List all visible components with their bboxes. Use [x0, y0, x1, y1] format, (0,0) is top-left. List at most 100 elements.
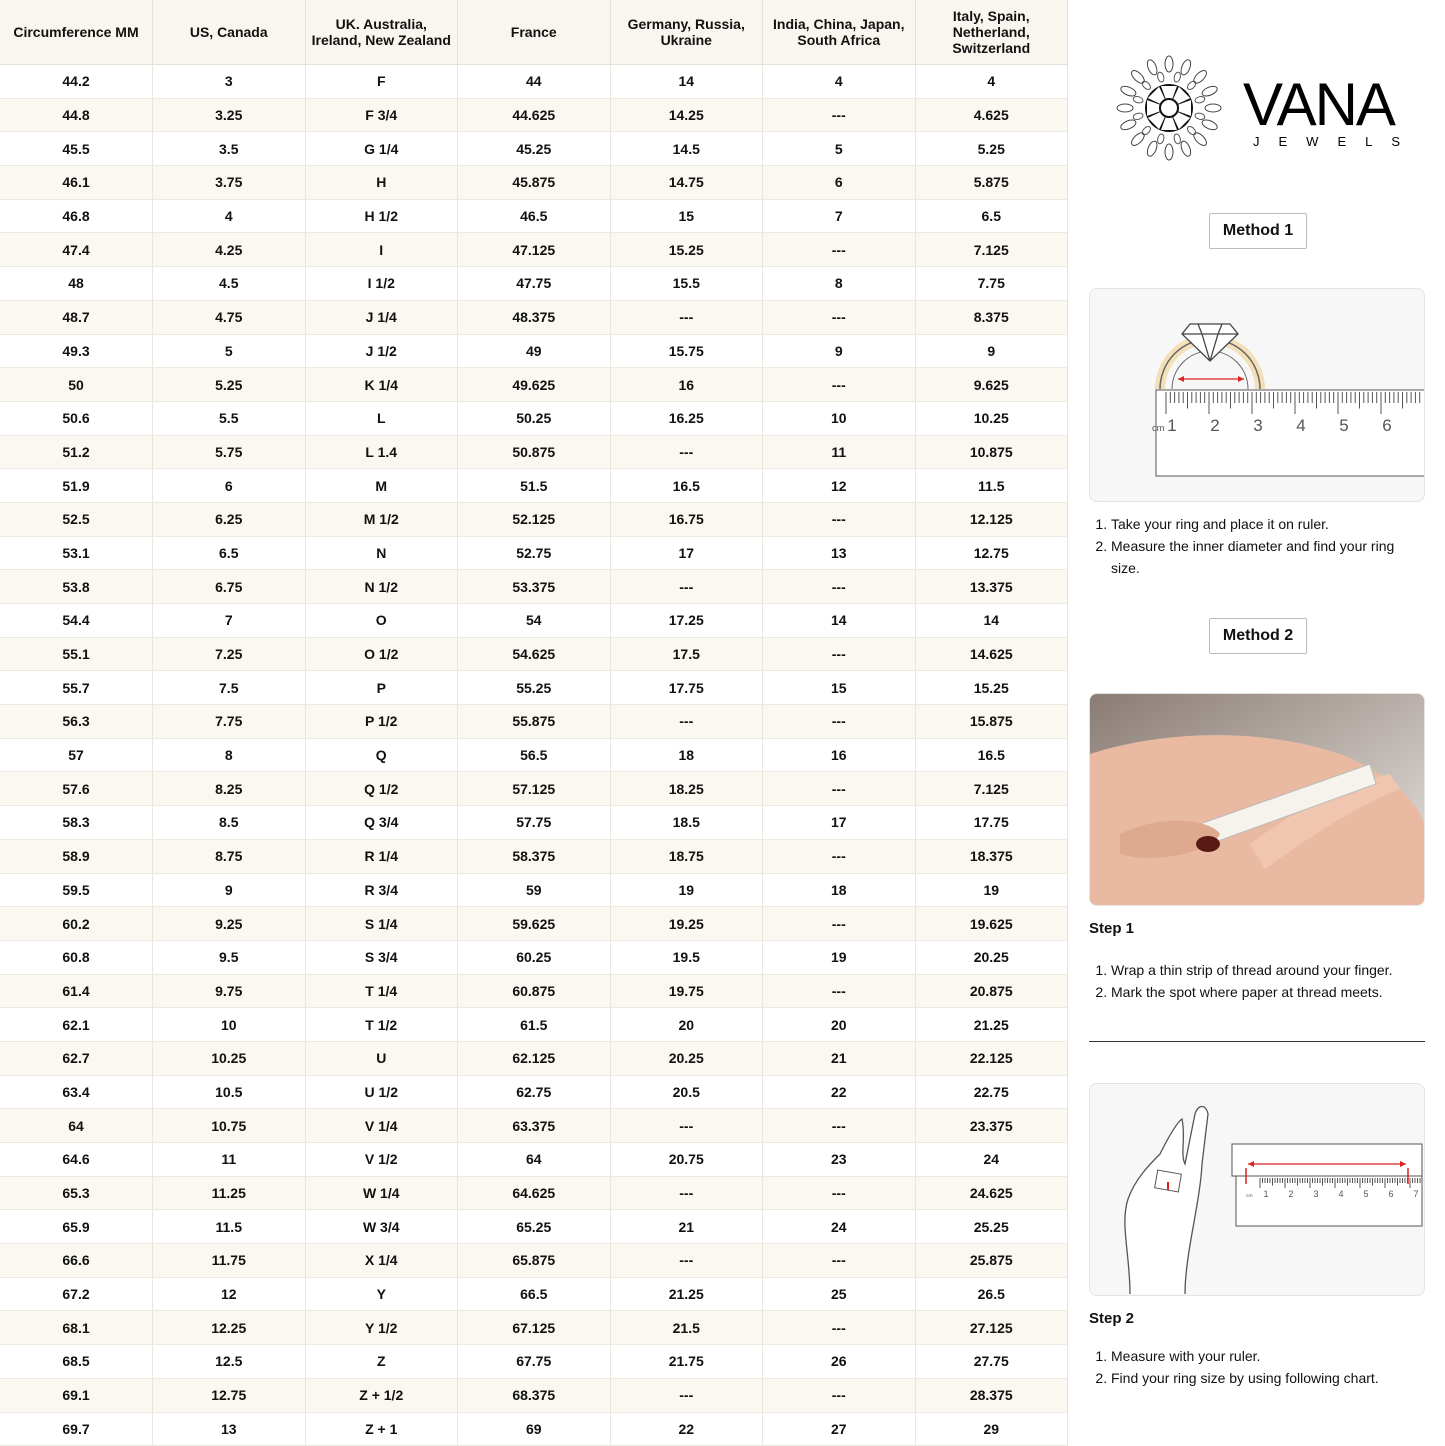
cell: ---: [762, 1243, 916, 1278]
cell: T 1/2: [305, 1007, 458, 1042]
step-list: Measure with your ruler.Find your ring s…: [1089, 1345, 1423, 1389]
cell: 22.75: [915, 1075, 1068, 1110]
cell: 26: [762, 1344, 916, 1379]
cell: 63.375: [457, 1108, 611, 1143]
cell: 45.25: [457, 131, 611, 167]
table-row: 49.3 5 J 1/2 49 15.75 9 9: [0, 334, 1068, 369]
petal: [1146, 59, 1158, 76]
petal: [1120, 119, 1137, 131]
cell: 16.75: [610, 502, 763, 537]
cell: J 1/2: [305, 334, 458, 369]
petal: [1201, 85, 1218, 97]
cell: 13.375: [915, 569, 1068, 604]
table-row: 46.8 4 H 1/2 46.5 15 7 6.5: [0, 199, 1068, 234]
cell: 4.5: [152, 266, 306, 301]
cell: 67.125: [457, 1310, 611, 1346]
cell: 13: [762, 536, 916, 571]
cell: 65.25: [457, 1209, 611, 1245]
cell: 66.6: [0, 1243, 153, 1278]
cell: 5.75: [152, 435, 306, 470]
cell: W 3/4: [305, 1209, 458, 1245]
cell: 14.625: [915, 637, 1068, 672]
cell: Q 1/2: [305, 771, 458, 807]
cell: F: [305, 64, 458, 99]
cell: 44: [457, 64, 611, 99]
cell: 44.8: [0, 98, 153, 133]
cell: 9: [915, 334, 1068, 369]
cell: ---: [610, 300, 763, 335]
cell: 49.3: [0, 334, 153, 369]
cell: R 1/4: [305, 839, 458, 874]
step-item: Measure the inner diameter and find your…: [1111, 535, 1423, 579]
cell: ---: [762, 300, 916, 335]
cell: 18.75: [610, 839, 763, 874]
cell: 28.375: [915, 1378, 1068, 1413]
cell: 57.6: [0, 771, 153, 807]
ruler-number: 3: [1313, 1189, 1318, 1199]
cell: 7: [762, 199, 916, 234]
cell: P 1/2: [305, 704, 458, 739]
cell: 18: [610, 738, 763, 773]
size-table: Circumference MM US, Canada UK. Australia,…: [0, 0, 1068, 1446]
illustration: cm 1 2 3 4 5 6: [1089, 288, 1425, 502]
cell: 10: [152, 1007, 306, 1042]
table-row: 50.6 5.5 L 50.25 16.25 10 10.25: [0, 401, 1068, 436]
cell: 29: [915, 1412, 1068, 1446]
column-header: Italy, Spain, Netherland, Switzerland: [915, 0, 1068, 65]
cell: 48: [0, 266, 153, 301]
facet: [1169, 100, 1191, 116]
cell: 5.25: [915, 131, 1068, 167]
cell: 25.25: [915, 1209, 1068, 1245]
cell: 62.125: [457, 1041, 611, 1076]
cell: ---: [762, 1378, 916, 1413]
cell: 46.5: [457, 199, 611, 234]
cell: 4: [762, 64, 916, 99]
cell: 52.75: [457, 536, 611, 571]
table-row: 61.4 9.75 T 1/4 60.875 19.75 --- 20.875: [0, 974, 1068, 1009]
cell: 44.625: [457, 98, 611, 133]
column-header: Germany, Russia, Ukraine: [610, 0, 763, 65]
cell: 5: [152, 334, 306, 369]
petal: [1187, 126, 1197, 136]
ruler-number: 3: [1253, 416, 1262, 435]
gem-center: [1159, 98, 1179, 118]
cell: 15.875: [915, 704, 1068, 739]
table-row: 44.2 3 F 44 14 4 4: [0, 64, 1068, 99]
cell: ---: [762, 906, 916, 941]
cell: 52.5: [0, 502, 153, 537]
cell: 50.875: [457, 435, 611, 470]
cell: 68.375: [457, 1378, 611, 1413]
cell: 51.5: [457, 468, 611, 503]
cell: 19.5: [610, 940, 763, 975]
cell: 19.625: [915, 906, 1068, 941]
cell: S 1/4: [305, 906, 458, 941]
cell: 67.2: [0, 1277, 153, 1312]
cell: ---: [762, 637, 916, 672]
petal: [1141, 80, 1151, 90]
cell: 11.75: [152, 1243, 306, 1278]
cell: 10.875: [915, 435, 1068, 470]
cell: 19: [762, 940, 916, 975]
cell: 16.25: [610, 401, 763, 436]
cell: 49: [457, 334, 611, 369]
cell: 16: [762, 738, 916, 773]
ruler-number: 7: [1413, 1189, 1418, 1199]
cell: 5: [762, 131, 916, 167]
table-row: 45.5 3.5 G 1/4 45.25 14.5 5 5.25: [0, 131, 1068, 167]
cell: 6.25: [152, 502, 306, 537]
cell: Y: [305, 1277, 458, 1312]
cell: 10: [762, 401, 916, 436]
cell: 59.5: [0, 873, 153, 908]
table-row: 59.5 9 R 3/4 59 19 18 19: [0, 873, 1068, 908]
cell: 9.25: [152, 906, 306, 941]
cell: 60.2: [0, 906, 153, 941]
table-row: 68.1 12.25 Y 1/2 67.125 21.5 --- 27.125: [0, 1310, 1068, 1346]
cell: 52.125: [457, 502, 611, 537]
petal: [1204, 103, 1222, 113]
cell: 3: [152, 64, 306, 99]
cell: U: [305, 1041, 458, 1076]
cell: ---: [762, 502, 916, 537]
ruler-number: 1: [1167, 416, 1176, 435]
cell: 8.5: [152, 805, 306, 840]
